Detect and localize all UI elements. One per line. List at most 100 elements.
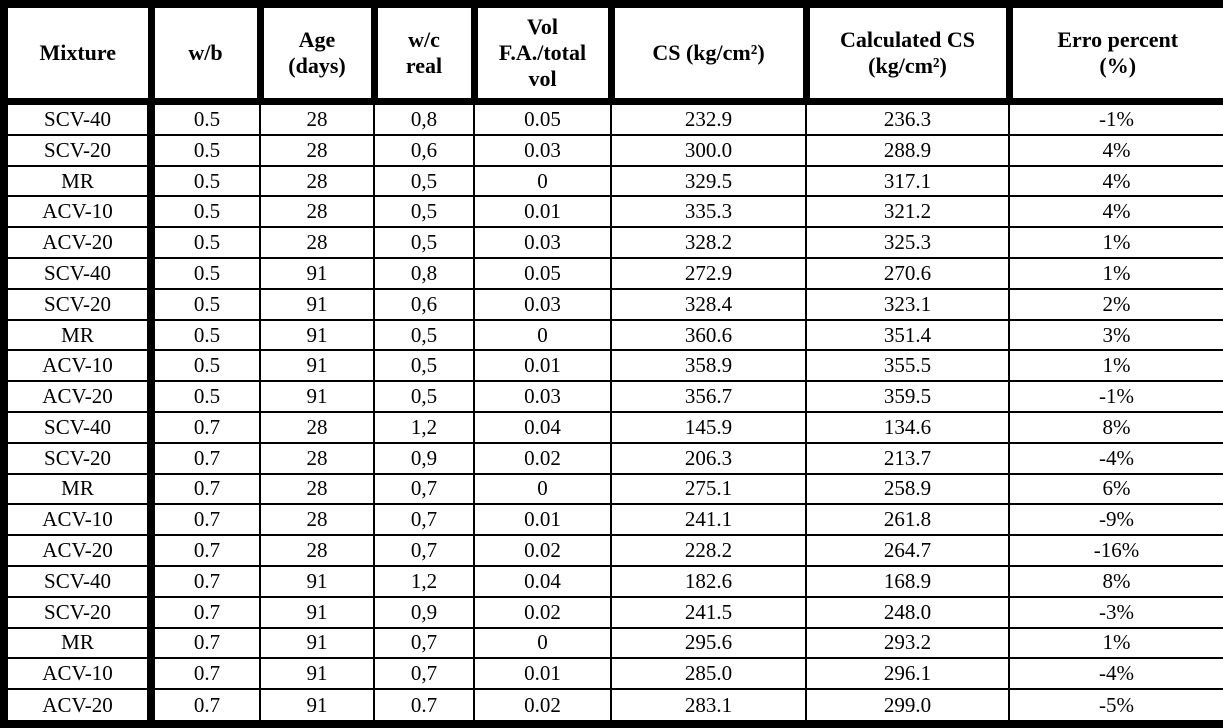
table-row: SCV-20 0.7 28 0,9 0.02 206.3 213.7 -4% [3, 441, 1223, 475]
cell-vol-fa-total-vol: 0 [473, 318, 612, 352]
cell-wc-real: 0,5 [373, 226, 475, 260]
cell-erro-percent: 1% [1008, 626, 1223, 660]
cell-calculated-cs: 134.6 [805, 411, 1010, 444]
table-row: SCV-40 0.7 28 1,2 0.04 145.9 134.6 8% [3, 411, 1223, 444]
cell-age-days: 91 [259, 257, 375, 290]
cell-mixture: SCV-40 [3, 100, 155, 136]
cell-erro-percent: 1% [1008, 257, 1223, 290]
cell-cs: 329.5 [610, 164, 807, 198]
col-header-age-days: Age (days) [256, 0, 378, 105]
cell-wc-real: 0,5 [373, 318, 475, 352]
cell-wc-real: 1,2 [373, 565, 475, 598]
cell-erro-percent: -1% [1008, 100, 1223, 136]
cell-cs: 283.1 [610, 688, 807, 725]
cell-vol-fa-total-vol: 0 [473, 164, 612, 198]
cell-calculated-cs: 264.7 [805, 534, 1010, 568]
cell-vol-fa-total-vol: 0.02 [473, 688, 612, 725]
cell-erro-percent: -5% [1008, 688, 1223, 725]
cell-mixture: MR [3, 318, 155, 352]
cell-cs: 145.9 [610, 411, 807, 444]
col-header-wb: w/b [147, 0, 264, 105]
cell-age-days: 28 [259, 100, 375, 136]
cell-erro-percent: -3% [1008, 595, 1223, 629]
table-body: SCV-40 0.5 28 0,8 0.05 232.9 236.3 -1% SCV-20 0.5… [3, 100, 1223, 725]
cell-wc-real: 0,9 [373, 595, 475, 629]
table-row: SCV-40 0.5 28 0,8 0.05 232.9 236.3 -1% [3, 100, 1223, 136]
cell-erro-percent: -4% [1008, 657, 1223, 691]
cell-cs: 300.0 [610, 133, 807, 167]
cell-calculated-cs: 299.0 [805, 688, 1010, 725]
cell-mixture: ACV-10 [3, 195, 155, 229]
cell-calculated-cs: 270.6 [805, 257, 1010, 290]
cell-age-days: 91 [259, 318, 375, 352]
cell-erro-percent: -4% [1008, 441, 1223, 475]
cell-age-days: 28 [259, 164, 375, 198]
table-row: ACV-10 0.7 28 0,7 0.01 241.1 261.8 -9% [3, 503, 1223, 537]
cell-cs: 182.6 [610, 565, 807, 598]
cell-cs: 358.9 [610, 349, 807, 383]
cell-wc-real: 0,8 [373, 257, 475, 290]
cell-mixture: MR [3, 164, 155, 198]
cell-mixture: SCV-20 [3, 595, 155, 629]
cell-cs: 272.9 [610, 257, 807, 290]
cell-wb: 0.7 [150, 688, 261, 725]
cell-wb: 0.5 [150, 380, 261, 414]
cell-vol-fa-total-vol: 0.04 [473, 565, 612, 598]
cell-mixture: SCV-40 [3, 411, 155, 444]
cell-calculated-cs: 351.4 [805, 318, 1010, 352]
cell-wb: 0.5 [150, 349, 261, 383]
cell-vol-fa-total-vol: 0 [473, 626, 612, 660]
cell-vol-fa-total-vol: 0.01 [473, 657, 612, 691]
cell-erro-percent: 8% [1008, 565, 1223, 598]
table-row: MR 0.7 28 0,7 0 275.1 258.9 6% [3, 472, 1223, 506]
cell-wb: 0.7 [150, 441, 261, 475]
table-row: ACV-20 0.5 91 0,5 0.03 356.7 359.5 -1% [3, 380, 1223, 414]
cell-wc-real: 0,7 [373, 657, 475, 691]
cell-age-days: 91 [259, 287, 375, 321]
cell-wb: 0.5 [150, 100, 261, 136]
cell-mixture: ACV-10 [3, 503, 155, 537]
cell-mixture: ACV-20 [3, 688, 155, 725]
cell-wc-real: 1,2 [373, 411, 475, 444]
cell-mixture: SCV-20 [3, 287, 155, 321]
cell-wc-real: 0,6 [373, 287, 475, 321]
cell-cs: 356.7 [610, 380, 807, 414]
cell-erro-percent: -16% [1008, 534, 1223, 568]
cell-cs: 295.6 [610, 626, 807, 660]
cell-cs: 228.2 [610, 534, 807, 568]
cell-wb: 0.5 [150, 195, 261, 229]
cell-wb: 0.7 [150, 565, 261, 598]
cell-vol-fa-total-vol: 0.03 [473, 133, 612, 167]
col-header-vol-fa-total-vol: Vol F.A./total vol [470, 0, 615, 105]
cell-wc-real: 0,7 [373, 534, 475, 568]
cell-cs: 275.1 [610, 472, 807, 506]
cell-wc-real: 0,8 [373, 100, 475, 136]
cell-vol-fa-total-vol: 0.05 [473, 100, 612, 136]
table-row: ACV-20 0.7 91 0.7 0.02 283.1 299.0 -5% [3, 688, 1223, 725]
cell-age-days: 91 [259, 595, 375, 629]
cell-calculated-cs: 248.0 [805, 595, 1010, 629]
cell-cs: 206.3 [610, 441, 807, 475]
cell-cs: 232.9 [610, 100, 807, 136]
cell-mixture: ACV-10 [3, 349, 155, 383]
cell-wc-real: 0,5 [373, 164, 475, 198]
table-row: SCV-40 0.7 91 1,2 0.04 182.6 168.9 8% [3, 565, 1223, 598]
table-row: ACV-10 0.5 28 0,5 0.01 335.3 321.2 4% [3, 195, 1223, 229]
cell-wc-real: 0,6 [373, 133, 475, 167]
cell-erro-percent: 4% [1008, 133, 1223, 167]
cell-calculated-cs: 168.9 [805, 565, 1010, 598]
table-row: SCV-20 0.5 91 0,6 0.03 328.4 323.1 2% [3, 287, 1223, 321]
cell-age-days: 28 [259, 226, 375, 260]
cell-mixture: SCV-20 [3, 133, 155, 167]
cell-mixture: MR [3, 472, 155, 506]
cell-wc-real: 0,5 [373, 195, 475, 229]
cell-calculated-cs: 213.7 [805, 441, 1010, 475]
cell-wc-real: 0,5 [373, 349, 475, 383]
cell-cs: 241.5 [610, 595, 807, 629]
cell-vol-fa-total-vol: 0.05 [473, 257, 612, 290]
cell-calculated-cs: 359.5 [805, 380, 1010, 414]
cell-wb: 0.7 [150, 595, 261, 629]
cell-wc-real: 0,7 [373, 503, 475, 537]
cell-cs: 360.6 [610, 318, 807, 352]
